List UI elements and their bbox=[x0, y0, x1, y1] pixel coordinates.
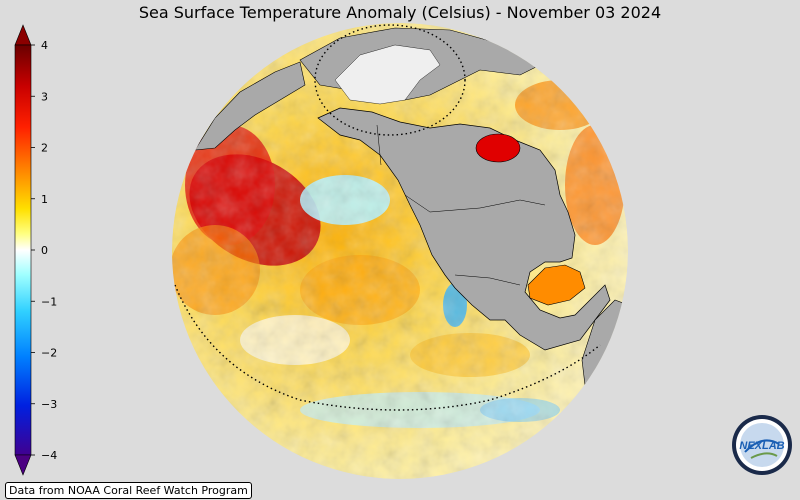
border-us-canada bbox=[404, 194, 546, 213]
colorbar-tick-label: 4 bbox=[41, 39, 48, 52]
border-us-mexico bbox=[454, 274, 521, 286]
chart-title: Sea Surface Temperature Anomaly (Celsius… bbox=[138, 3, 662, 22]
colorbar-tick-label: −3 bbox=[41, 398, 57, 411]
data-source-credit: Data from NOAA Coral Reef Watch Program bbox=[5, 482, 252, 499]
arctic-sea-ice bbox=[334, 44, 441, 105]
hudson-bay bbox=[475, 133, 521, 163]
gulf-of-mexico bbox=[527, 264, 586, 306]
colorbar-tick-label: 0 bbox=[41, 244, 48, 257]
colorbar-tick-label: 3 bbox=[41, 90, 48, 103]
colorbar: 4 3 2 1 0 −1 −2 −3 −4 bbox=[14, 24, 57, 476]
colorbar-tick-label: −2 bbox=[41, 347, 57, 360]
colorbar-bottom-extend bbox=[14, 454, 32, 476]
logo-text: NEXLAB bbox=[739, 440, 784, 452]
colorbar-tick-label: −1 bbox=[41, 295, 57, 308]
colorbar-tick-label: 1 bbox=[41, 193, 48, 206]
arctic-circle bbox=[314, 24, 466, 136]
land-asia bbox=[194, 61, 306, 151]
colorbar-tick-label: −4 bbox=[41, 449, 57, 462]
border-alaska bbox=[376, 124, 382, 166]
nexlab-logo: NEXLAB bbox=[732, 415, 792, 475]
colorbar-tick-label: 2 bbox=[41, 142, 48, 155]
